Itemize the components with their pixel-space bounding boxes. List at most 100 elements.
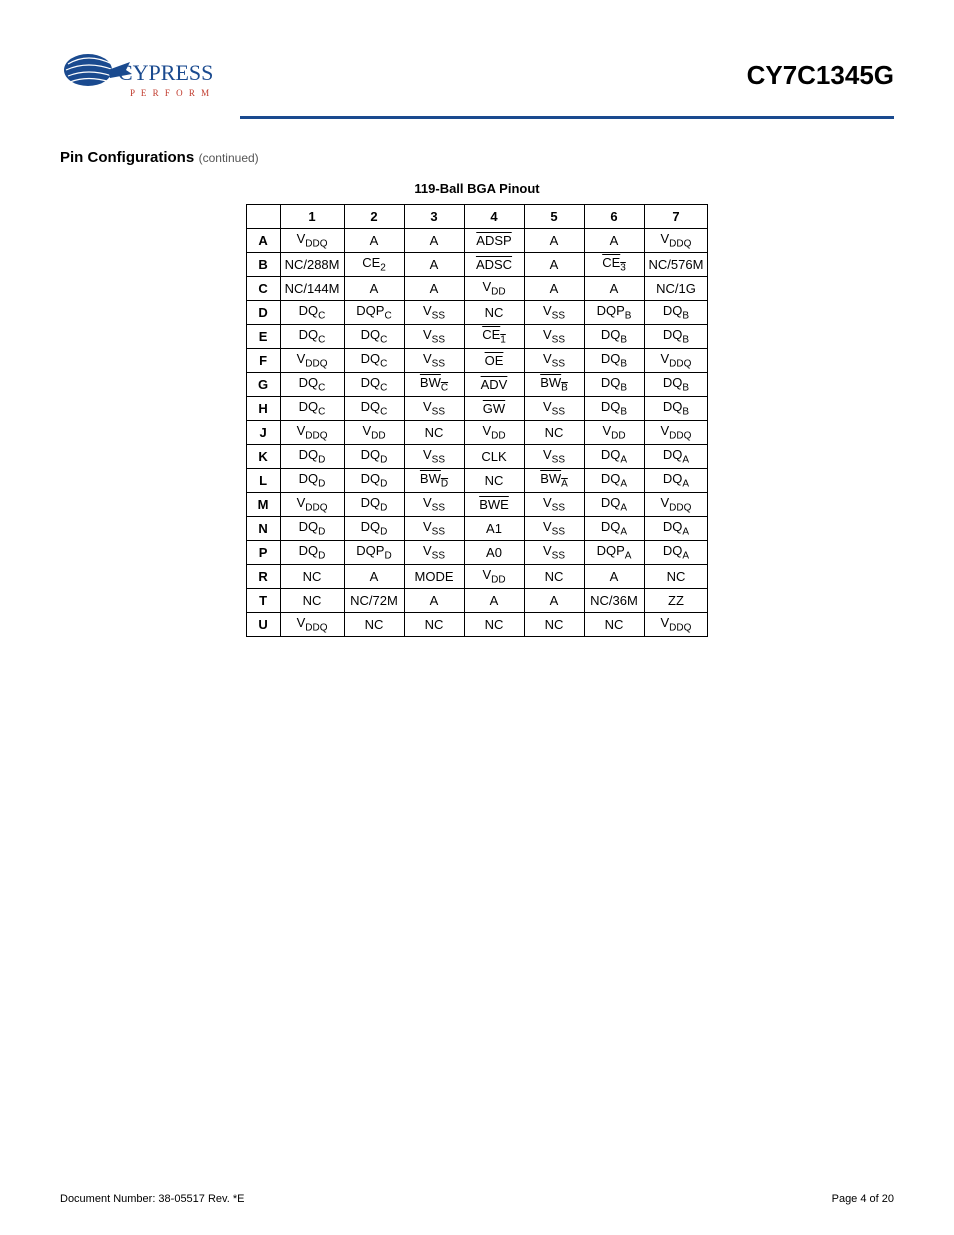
pin-cell: DQB <box>584 397 644 421</box>
pin-cell: A1 <box>464 517 524 541</box>
pin-cell: DQC <box>280 325 344 349</box>
pin-cell: BWC <box>404 373 464 397</box>
pin-cell: DQC <box>344 373 404 397</box>
section-continued: (continued) <box>199 151 259 165</box>
pin-cell: VSS <box>524 541 584 565</box>
pin-cell: A0 <box>464 541 524 565</box>
pin-cell: VDDQ <box>644 613 708 637</box>
pin-cell: DQC <box>344 325 404 349</box>
row-header: E <box>246 325 280 349</box>
pin-cell: A <box>524 229 584 253</box>
table-row: EDQCDQCVSSCE1VSSDQBDQB <box>246 325 708 349</box>
table-row: NDQDDQDVSSA1VSSDQADQA <box>246 517 708 541</box>
pin-cell: VDD <box>464 565 524 589</box>
pin-cell: DQC <box>344 397 404 421</box>
table-row: MVDDQDQDVSSBWEVSSDQAVDDQ <box>246 493 708 517</box>
table-title: 119-Ball BGA Pinout <box>60 181 894 196</box>
pin-cell: DQB <box>584 325 644 349</box>
pin-cell: VSS <box>524 325 584 349</box>
pinout-table: 1 2 3 4 5 6 7 AVDDQAAADSPAAVDDQBNC/288MC… <box>246 204 709 637</box>
row-header: G <box>246 373 280 397</box>
pin-cell: DQD <box>344 445 404 469</box>
row-header: K <box>246 445 280 469</box>
pin-cell: DQA <box>644 541 708 565</box>
pin-cell: OE <box>464 349 524 373</box>
pin-cell: NC <box>404 421 464 445</box>
row-header: M <box>246 493 280 517</box>
brand-logo: CYPRESS P E R F O R M <box>60 40 240 110</box>
pin-cell: VSS <box>404 325 464 349</box>
part-number: CY7C1345G <box>747 60 894 91</box>
table-row: RNCAMODEVDDNCANC <box>246 565 708 589</box>
pin-cell: VDDQ <box>644 493 708 517</box>
pin-cell: NC <box>404 613 464 637</box>
pin-cell: VSS <box>524 493 584 517</box>
pin-cell: VSS <box>524 301 584 325</box>
pin-cell: VSS <box>404 517 464 541</box>
pin-cell: NC <box>464 469 524 493</box>
page-header: CYPRESS P E R F O R M CY7C1345G <box>60 40 894 110</box>
pin-cell: A <box>404 229 464 253</box>
pin-cell: A <box>404 253 464 277</box>
row-header: L <box>246 469 280 493</box>
pin-cell: VSS <box>524 349 584 373</box>
pin-cell: VDDQ <box>280 421 344 445</box>
pin-cell: DQPB <box>584 301 644 325</box>
page-number: Page 4 of 20 <box>832 1193 894 1205</box>
pin-cell: VSS <box>404 397 464 421</box>
row-header: A <box>246 229 280 253</box>
pin-cell: NC/1G <box>644 277 708 301</box>
section-title: Pin Configurations <box>60 149 194 166</box>
pin-cell: ADSC <box>464 253 524 277</box>
row-header: J <box>246 421 280 445</box>
pin-cell: VDDQ <box>280 613 344 637</box>
pin-cell: DQD <box>344 493 404 517</box>
pin-cell: DQA <box>644 469 708 493</box>
logo-tagline-text: P E R F O R M <box>130 88 211 98</box>
pin-cell: VDDQ <box>280 493 344 517</box>
pin-cell: BWD <box>404 469 464 493</box>
col-header: 7 <box>644 205 708 229</box>
col-header: 4 <box>464 205 524 229</box>
doc-number: Document Number: 38-05517 Rev. *E <box>60 1193 244 1205</box>
table-row: CNC/144MAAVDDAANC/1G <box>246 277 708 301</box>
pin-cell: NC <box>464 301 524 325</box>
pin-cell: DQPD <box>344 541 404 565</box>
pin-cell: NC <box>524 421 584 445</box>
pin-cell: NC <box>524 613 584 637</box>
pin-cell: NC/36M <box>584 589 644 613</box>
row-header: U <box>246 613 280 637</box>
pin-cell: DQD <box>344 469 404 493</box>
col-header: 5 <box>524 205 584 229</box>
col-header: 2 <box>344 205 404 229</box>
pin-cell: VDDQ <box>644 229 708 253</box>
page-footer: Document Number: 38-05517 Rev. *E Page 4… <box>60 1193 894 1205</box>
header-divider <box>240 116 894 119</box>
pin-cell: A <box>524 589 584 613</box>
row-header: H <box>246 397 280 421</box>
row-header: R <box>246 565 280 589</box>
pin-cell: DQB <box>644 373 708 397</box>
pin-cell: ZZ <box>644 589 708 613</box>
row-header: T <box>246 589 280 613</box>
pin-cell: NC/144M <box>280 277 344 301</box>
pin-cell: VDD <box>464 421 524 445</box>
row-header: F <box>246 349 280 373</box>
table-row: LDQDDQDBWDNCBWADQADQA <box>246 469 708 493</box>
pin-cell: NC/576M <box>644 253 708 277</box>
pin-cell: NC <box>344 613 404 637</box>
pin-cell: DQA <box>584 517 644 541</box>
pin-cell: DQC <box>344 349 404 373</box>
table-row: TNCNC/72MAAANC/36MZZ <box>246 589 708 613</box>
pin-cell: VSS <box>404 301 464 325</box>
pin-cell: BWE <box>464 493 524 517</box>
pin-cell: DQC <box>280 373 344 397</box>
table-row: UVDDQNCNCNCNCNCVDDQ <box>246 613 708 637</box>
pin-cell: DQD <box>280 445 344 469</box>
pin-cell: A <box>404 277 464 301</box>
pin-cell: DQB <box>584 349 644 373</box>
pin-cell: CE1 <box>464 325 524 349</box>
table-row: JVDDQVDDNCVDDNCVDDVDDQ <box>246 421 708 445</box>
row-header: N <box>246 517 280 541</box>
table-row: HDQCDQCVSSGWVSSDQBDQB <box>246 397 708 421</box>
